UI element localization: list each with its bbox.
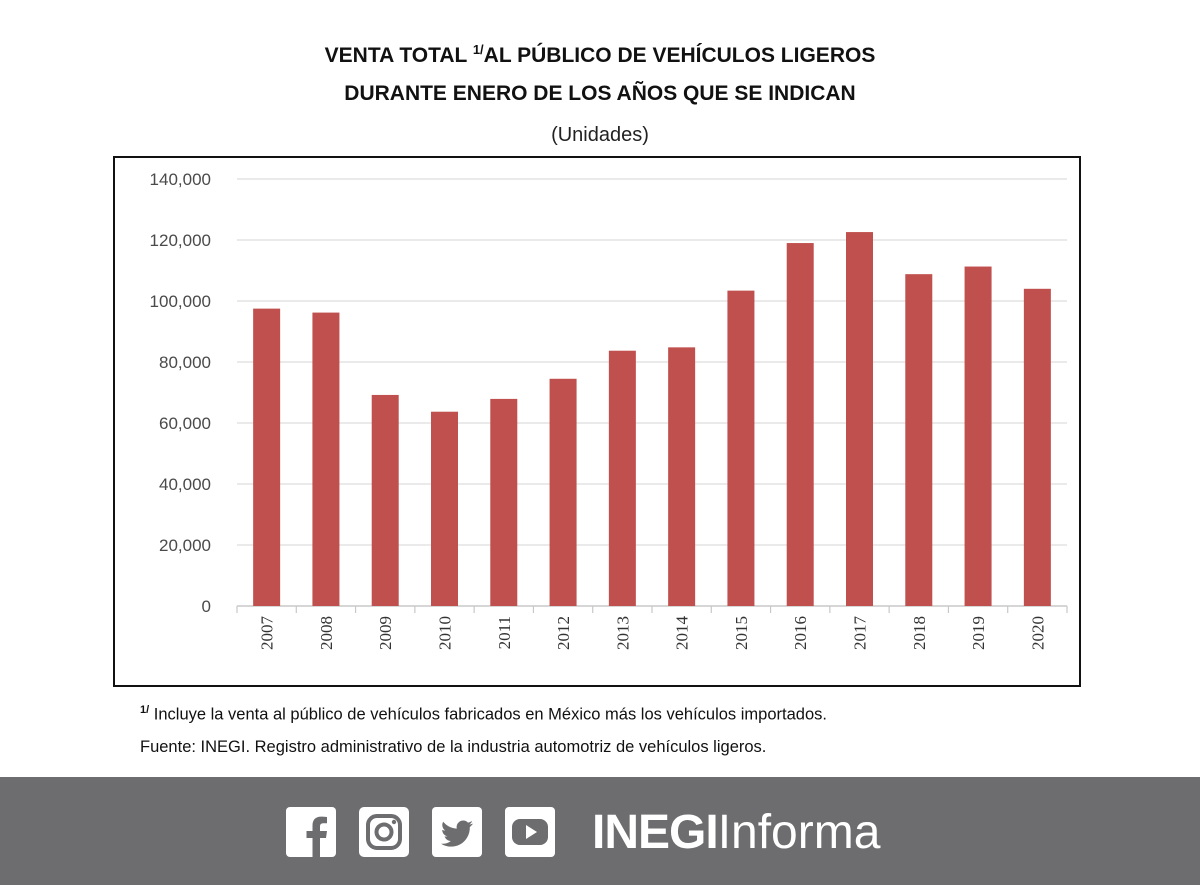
y-tick-label: 60,000 [159, 414, 211, 433]
bar [312, 312, 340, 606]
title-part-a: VENTA TOTAL [324, 44, 473, 67]
footnote-mark: 1/ [140, 704, 150, 716]
y-tick-label: 120,000 [150, 231, 211, 250]
x-tick-label: 2007 [258, 616, 277, 651]
bar [608, 350, 636, 606]
twitter-icon[interactable] [432, 807, 482, 857]
x-tick-label: 2014 [673, 616, 692, 651]
x-tick-label: 2011 [495, 616, 514, 649]
bar [431, 411, 458, 606]
footnote: 1/ Incluye la venta al público de vehícu… [140, 704, 827, 725]
chart-title-line2: DURANTE ENERO DE LOS AÑOS QUE SE INDICAN [344, 82, 856, 105]
x-tick-label: 2008 [317, 616, 336, 650]
x-tick-label: 2015 [732, 616, 751, 650]
youtube-icon[interactable] [505, 807, 555, 857]
brand-bold: INEGI [592, 806, 719, 859]
brand-light: Informa [717, 806, 881, 859]
x-tick-label: 2013 [613, 616, 632, 650]
bar [1023, 288, 1051, 606]
footer-bar: INEGIInforma [0, 777, 1200, 885]
y-tick-label: 40,000 [159, 475, 211, 494]
footnote-text: Incluye la venta al público de vehículos… [149, 705, 827, 724]
bar [786, 243, 814, 607]
x-tick-label: 2018 [910, 616, 929, 650]
bar [727, 290, 755, 606]
instagram-icon[interactable] [359, 807, 409, 857]
y-tick-label: 20,000 [159, 536, 211, 555]
bar [964, 266, 992, 606]
x-tick-label: 2017 [851, 616, 870, 651]
bar [490, 398, 518, 606]
inegi-informa-logo: INEGIInforma [592, 805, 880, 861]
chart-subtitle: (Unidades) [551, 124, 649, 146]
bar [253, 308, 281, 606]
x-tick-label: 2010 [436, 616, 455, 650]
x-tick-label: 2019 [969, 616, 988, 650]
y-tick-label: 140,000 [150, 170, 211, 189]
y-tick-label: 80,000 [159, 353, 211, 372]
x-tick-label: 2016 [791, 616, 810, 650]
title-footnote-mark: 1/ [472, 42, 484, 57]
bar [549, 378, 577, 606]
chart-title-line1: VENTA TOTAL 1/AL PÚBLICO DE VEHÍCULOS LI… [0, 42, 1200, 68]
y-tick-label: 0 [202, 597, 211, 616]
x-tick-label: 2009 [376, 616, 395, 650]
x-tick-label: 2012 [554, 616, 573, 650]
facebook-icon[interactable] [286, 807, 336, 857]
bar-chart: 0 20,000 40,000 60,000 80,000 100,000 120,000 1… [150, 170, 1068, 651]
bar [905, 274, 933, 606]
x-tick-label: 2020 [1028, 616, 1047, 650]
bar [371, 394, 399, 606]
bar [668, 347, 696, 606]
source-note: Fuente: INEGI. Registro administrativo d… [140, 738, 767, 756]
bar [846, 232, 873, 606]
chart-frame: 0 20,000 40,000 60,000 80,000 100,000 120,000 1… [113, 156, 1081, 687]
title-part-b: AL PÚBLICO DE VEHÍCULOS LIGEROS [483, 44, 876, 67]
y-tick-label: 100,000 [150, 292, 211, 311]
